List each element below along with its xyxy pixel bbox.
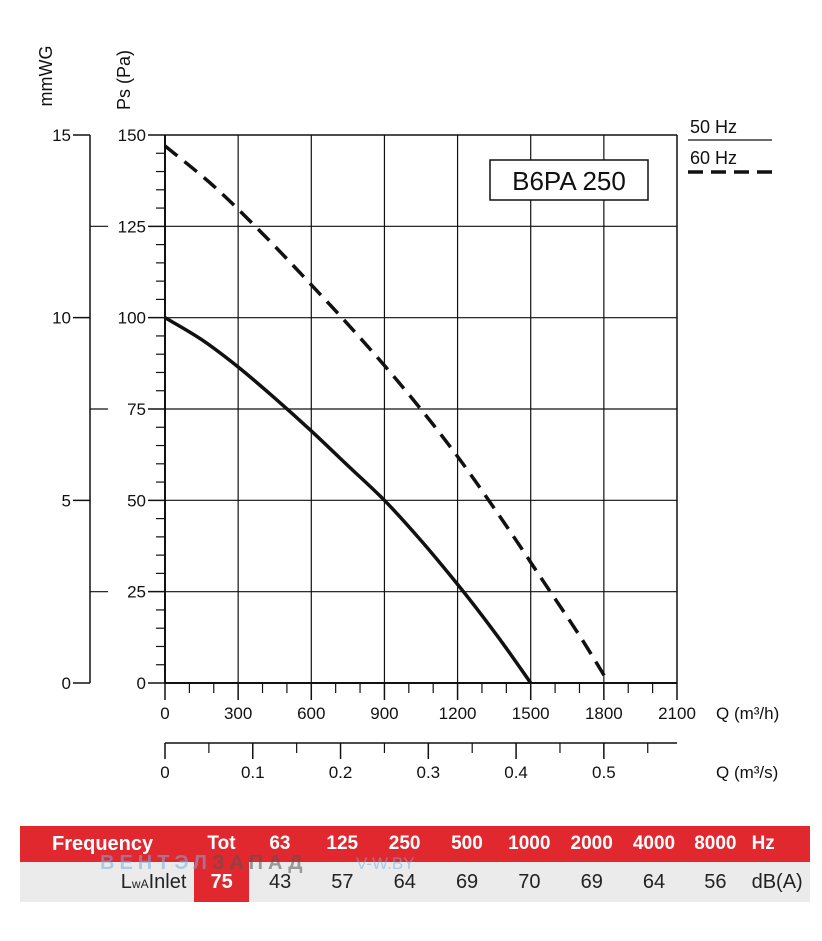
row-label-inlet: Inlet — [148, 870, 187, 893]
value-4000: 64 — [642, 870, 666, 893]
y-axis-label: Ps (Pa) — [114, 50, 134, 110]
y-tick-label: 125 — [118, 217, 146, 236]
sound-table: Frequency Tot 63 125 250 500 1000 2000 4… — [20, 826, 810, 902]
y-tick-label: 75 — [127, 400, 146, 419]
legend-label-50hz: 50 Hz — [690, 117, 737, 137]
y-left-tick-label: 15 — [52, 126, 71, 145]
header-63: 63 — [269, 833, 291, 854]
chart-title: B6PA 250 — [512, 166, 626, 196]
x-tick-label: 2100 — [658, 704, 696, 723]
value-250: 64 — [393, 870, 416, 893]
sound-table-header: Frequency Tot 63 125 250 500 1000 2000 4… — [20, 826, 810, 862]
y-tick-label: 150 — [118, 126, 146, 145]
x2-axis-label: Q (m³/s) — [716, 763, 778, 782]
header-4000: 4000 — [632, 833, 676, 854]
value-8000: 56 — [704, 870, 727, 893]
value-unit: dB(A) — [751, 870, 803, 893]
value-tot: 75 — [194, 862, 249, 902]
y-left-tick-label: 5 — [62, 491, 71, 510]
x-axis-label: Q (m³/h) — [716, 704, 779, 723]
x-tick-label: 1500 — [512, 704, 550, 723]
grid — [165, 135, 677, 683]
header-250: 250 — [388, 833, 421, 854]
value-1000: 70 — [518, 870, 541, 893]
series-50hz-line — [164, 316, 533, 685]
row-label-sub: wA — [131, 876, 149, 891]
x-tick-label: 300 — [224, 704, 252, 723]
x2-tick-label: 0.5 — [592, 763, 616, 782]
value-125: 57 — [331, 870, 354, 893]
header-tot: Tot — [207, 833, 236, 854]
y-tick-label: 100 — [118, 309, 146, 328]
x2-tick-label: 0.1 — [241, 763, 265, 782]
header-hz: Hz — [751, 833, 775, 854]
header-1000: 1000 — [508, 833, 551, 854]
x-tick-label: 900 — [370, 704, 398, 723]
y-tick-label: 25 — [127, 583, 146, 602]
x-tick-label: 600 — [297, 704, 325, 723]
value-2000: 69 — [580, 870, 603, 893]
x2-tick-label: 0.2 — [329, 763, 353, 782]
x2-tick-label: 0 — [160, 763, 169, 782]
header-2000: 2000 — [570, 833, 613, 854]
watermark-part2: ЗАПАД — [211, 852, 308, 874]
y-left-axis-label: mmWG — [36, 46, 56, 107]
watermark-part1: ВЕНТЭЛ — [100, 852, 212, 874]
title-box — [489, 159, 649, 201]
x2-tick-label: 0.4 — [504, 763, 528, 782]
header-frequency: Frequency — [52, 832, 154, 855]
x-tick-label: 0 — [160, 704, 169, 723]
y-tick-label: 50 — [127, 491, 146, 510]
y-left-tick-label: 10 — [52, 309, 71, 328]
y-left-tick-label: 0 — [62, 674, 71, 693]
header-125: 125 — [326, 833, 359, 854]
x-tick-label: 1800 — [585, 704, 623, 723]
legend-label-60hz: 60 Hz — [690, 148, 737, 168]
watermark: ВЕНТЭЛЗАПАД — [100, 852, 307, 875]
x-tick-label: 1200 — [439, 704, 477, 723]
header-8000: 8000 — [694, 833, 737, 854]
row-label-main: L — [120, 870, 132, 893]
series — [163, 144, 611, 685]
value-500: 69 — [455, 870, 479, 893]
value-63: 43 — [268, 870, 292, 893]
watermark-site: V-W.BY — [356, 854, 415, 873]
y-tick-label: 0 — [137, 674, 146, 693]
x2-tick-label: 0.3 — [416, 763, 440, 782]
header-500: 500 — [451, 833, 483, 854]
